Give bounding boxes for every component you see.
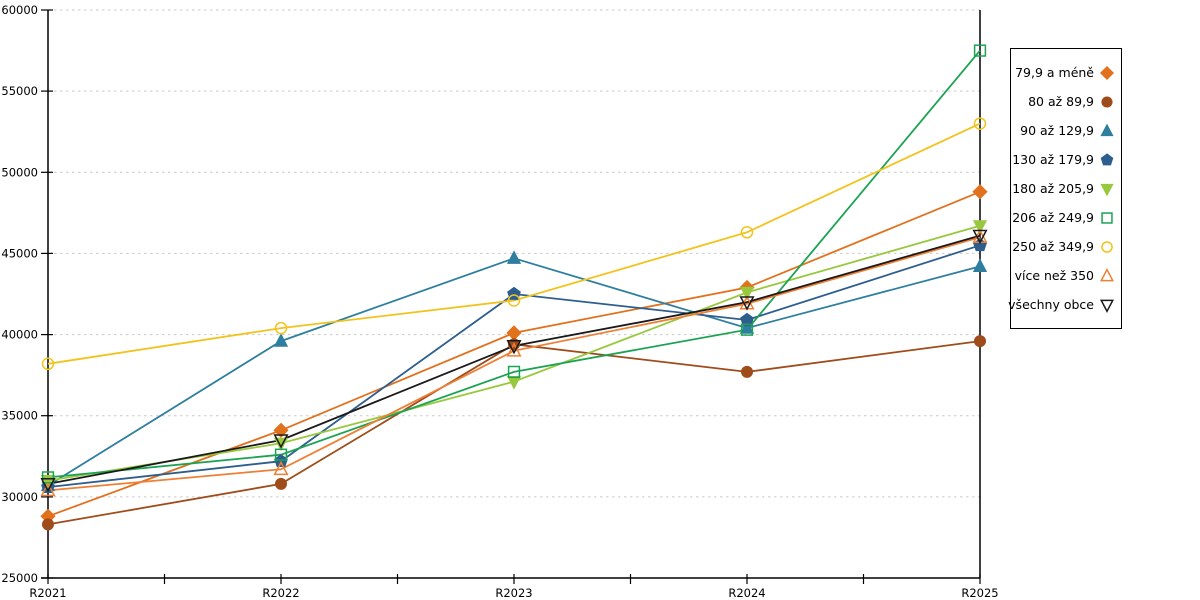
triangle-up-marker-icon bbox=[1099, 267, 1115, 281]
legend-item-label: všechny obce bbox=[1008, 297, 1094, 312]
legend-item-label: 250 až 349,9 bbox=[1012, 239, 1094, 254]
y-tick-label: 35000 bbox=[1, 409, 38, 423]
circle-marker-icon bbox=[1101, 240, 1113, 253]
pentagon-marker-icon bbox=[1100, 152, 1114, 165]
legend-item-label: 80 až 89,9 bbox=[1028, 94, 1094, 109]
legend-item: všechny obce bbox=[1008, 290, 1115, 319]
legend-item: 130 až 179,9 bbox=[1012, 145, 1115, 174]
triangle-down-marker-icon bbox=[1099, 299, 1115, 313]
x-tick-label: R2022 bbox=[262, 586, 299, 600]
y-tick-label: 60000 bbox=[1, 3, 38, 17]
x-tick-label: R2023 bbox=[495, 586, 532, 600]
y-tick-label: 55000 bbox=[1, 84, 38, 98]
legend-item-label: 130 až 179,9 bbox=[1012, 152, 1094, 167]
legend-item-label: 79,9 a méně bbox=[1015, 65, 1094, 80]
circle-marker-icon bbox=[1101, 95, 1113, 108]
legend-item-label: více než 350 bbox=[1014, 268, 1094, 283]
legend-item: 180 až 205,9 bbox=[1012, 174, 1115, 203]
legend-item: více než 350 bbox=[1015, 261, 1115, 290]
y-tick-label: 50000 bbox=[1, 165, 38, 179]
square-marker-icon bbox=[1101, 211, 1113, 224]
x-tick-label: R2025 bbox=[961, 586, 998, 600]
triangle-up-marker-icon bbox=[1100, 123, 1114, 136]
legend-item: 206 až 249,9 bbox=[1012, 203, 1115, 232]
x-tick-label: R2024 bbox=[728, 586, 765, 600]
y-tick-label: 40000 bbox=[1, 328, 38, 342]
legend-item-label: 90 až 129,9 bbox=[1020, 123, 1094, 138]
legend-item-label: 206 až 249,9 bbox=[1012, 210, 1094, 225]
legend-item: 80 až 89,9 bbox=[1015, 87, 1115, 116]
triangle-down-marker-icon bbox=[1100, 183, 1114, 196]
legend-item-label: 180 až 205,9 bbox=[1012, 181, 1094, 196]
x-tick-label: R2021 bbox=[29, 586, 66, 600]
y-tick-label: 25000 bbox=[1, 571, 38, 585]
y-tick-label: 45000 bbox=[1, 246, 38, 260]
chart-legend: 79,9 a méně 80 až 89,9 90 až 129,9 130 až 1… bbox=[1008, 48, 1122, 329]
diamond-marker-icon bbox=[1099, 65, 1115, 80]
legend-item: 250 až 349,9 bbox=[1012, 232, 1115, 261]
series-line bbox=[47, 122, 981, 365]
legend-item: 79,9 a méně bbox=[1015, 58, 1115, 87]
series-line bbox=[47, 236, 981, 492]
series-line bbox=[47, 50, 981, 479]
legend-item: 90 až 129,9 bbox=[1015, 116, 1115, 145]
y-tick-label: 30000 bbox=[1, 490, 38, 504]
